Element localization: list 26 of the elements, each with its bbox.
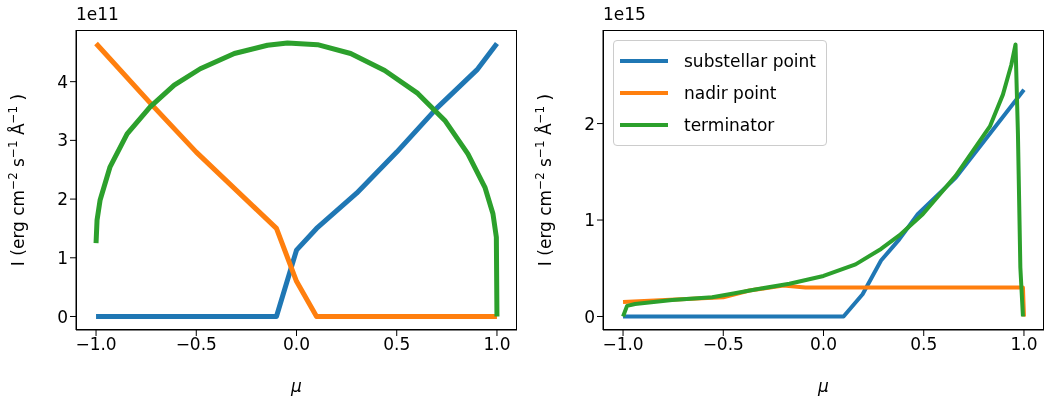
x-tick-label: 0.5 xyxy=(383,334,411,355)
x-axis-title: μ xyxy=(817,376,830,396)
line-series xyxy=(621,42,1025,319)
y-tick-label: 2 xyxy=(584,113,595,134)
text: 1e11 xyxy=(76,4,119,24)
text: 1e15 xyxy=(603,4,646,24)
x-tick-label: −1.0 xyxy=(75,334,117,355)
y-tick-label: 1 xyxy=(57,247,68,268)
x-tick-label: 1.0 xyxy=(483,334,511,355)
x-tick-label: −0.5 xyxy=(175,334,217,355)
y-tick-label: 2 xyxy=(57,189,68,210)
y-tick-label: 0 xyxy=(584,306,595,327)
y-tick-label: 4 xyxy=(57,71,68,92)
x-axis-title: μ xyxy=(290,376,303,396)
legend-label: terminator xyxy=(684,115,775,135)
x-tick-label: 0.0 xyxy=(282,334,311,355)
x-tick-label: 0.5 xyxy=(910,334,938,355)
y-tick-label: 3 xyxy=(57,130,68,151)
x-tick-label: 1.0 xyxy=(1010,334,1038,355)
y-tick-label: 1 xyxy=(584,210,595,231)
legend-label: nadir point xyxy=(684,83,777,103)
x-tick-label: −1.0 xyxy=(602,334,644,355)
x-tick-label: 0.0 xyxy=(809,334,838,355)
y-tick-label: 0 xyxy=(57,306,68,327)
x-tick-label: −0.5 xyxy=(702,334,744,355)
legend-label: substellar point xyxy=(684,51,817,71)
